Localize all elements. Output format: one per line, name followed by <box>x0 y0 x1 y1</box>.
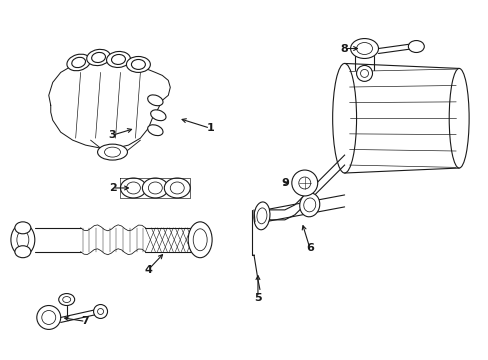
Ellipse shape <box>298 177 310 189</box>
Ellipse shape <box>59 293 75 306</box>
Ellipse shape <box>356 42 372 54</box>
Ellipse shape <box>142 178 168 198</box>
Ellipse shape <box>356 66 372 81</box>
Ellipse shape <box>150 110 165 121</box>
Text: 8: 8 <box>340 44 348 54</box>
Ellipse shape <box>407 41 424 53</box>
Ellipse shape <box>299 193 319 217</box>
Ellipse shape <box>111 54 125 64</box>
Ellipse shape <box>126 57 150 72</box>
Ellipse shape <box>448 68 468 168</box>
Ellipse shape <box>104 147 120 157</box>
Ellipse shape <box>350 39 378 58</box>
Ellipse shape <box>37 306 61 329</box>
Ellipse shape <box>120 178 146 198</box>
Ellipse shape <box>86 49 110 66</box>
Ellipse shape <box>131 59 145 69</box>
Ellipse shape <box>256 208 266 224</box>
Ellipse shape <box>147 95 163 106</box>
Ellipse shape <box>41 310 56 324</box>
Ellipse shape <box>303 198 315 212</box>
Text: 1: 1 <box>206 123 214 133</box>
Ellipse shape <box>106 51 130 67</box>
Ellipse shape <box>62 297 71 302</box>
Ellipse shape <box>170 182 184 194</box>
Ellipse shape <box>126 182 140 194</box>
Text: 6: 6 <box>305 243 313 253</box>
Ellipse shape <box>98 144 127 160</box>
Ellipse shape <box>291 170 317 196</box>
Ellipse shape <box>147 125 163 136</box>
Ellipse shape <box>148 182 162 194</box>
Ellipse shape <box>11 224 35 256</box>
Ellipse shape <box>67 54 90 71</box>
Text: 9: 9 <box>280 178 288 188</box>
Text: 7: 7 <box>81 316 89 327</box>
Ellipse shape <box>98 309 103 315</box>
Ellipse shape <box>193 229 207 251</box>
Ellipse shape <box>188 222 212 258</box>
Ellipse shape <box>15 222 31 234</box>
Ellipse shape <box>17 231 29 249</box>
Text: 5: 5 <box>254 293 261 302</box>
Ellipse shape <box>15 246 31 258</box>
Ellipse shape <box>164 178 190 198</box>
Text: 3: 3 <box>108 130 116 140</box>
Text: 4: 4 <box>144 265 152 275</box>
Ellipse shape <box>93 305 107 319</box>
Ellipse shape <box>72 57 85 68</box>
Text: 2: 2 <box>108 183 116 193</box>
Ellipse shape <box>253 202 269 230</box>
Ellipse shape <box>332 63 356 173</box>
Ellipse shape <box>91 53 105 63</box>
Ellipse shape <box>360 69 368 77</box>
